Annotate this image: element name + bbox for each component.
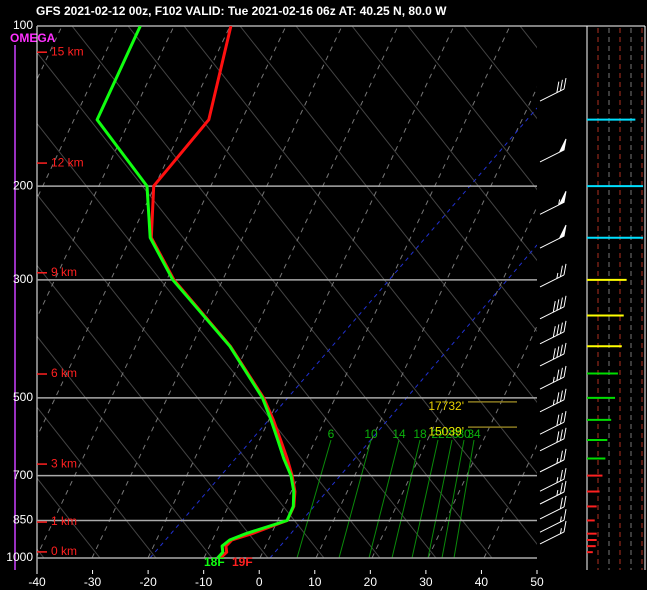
isotherm [483,444,537,558]
mixing-ratio-line [411,439,439,558]
x-tick-label: -10 [195,575,213,589]
mixing-ratio-line [368,439,400,558]
dry-adiabat [407,26,537,191]
height-label: 9 km [51,265,77,279]
dry-adiabat [37,51,437,558]
dry-adiabat [37,122,381,558]
wind-barb [539,480,567,505]
x-tick-label: 30 [419,575,433,589]
x-tick-label: -40 [28,575,46,589]
surface-label: 18F [204,555,225,569]
isotherm [315,86,537,558]
wind-barb [539,263,567,288]
y-tick-label: 300 [13,272,33,286]
wind-barb [539,520,567,545]
wind-barb [539,448,567,473]
dry-adiabat [239,26,537,404]
y-tick-label: 850 [13,513,33,527]
dry-adiabat [37,335,213,558]
mixing-ratio-label: 30 [457,427,471,441]
dry-adiabat [127,26,537,545]
x-tick-label: 10 [308,575,322,589]
mixing-ratio-label: 26 [445,427,459,441]
isotherm [371,205,537,558]
mixing-ratio-label: 22 [431,427,445,441]
wind-barb [539,468,567,492]
mixing-ratio-line [441,439,465,558]
mixing-ratio-line [391,439,421,558]
dry-adiabat [183,26,537,474]
height-label: 0 km [51,544,77,558]
dry-adiabat [351,26,537,262]
x-tick-label: -20 [139,575,157,589]
mixing-ratio-label: 14 [392,427,406,441]
y-tick-label: 100 [13,18,33,32]
wind-barb [539,138,567,163]
height-label: 3 km [51,456,77,470]
isotherm [147,26,399,558]
wind-barb [539,191,567,215]
dry-adiabat [463,26,537,120]
isotherm [91,26,343,558]
isotherm-blue [149,107,537,558]
wind-barb [539,411,567,435]
mixing-ratio-line [453,439,475,558]
wind-barb [539,342,567,367]
y-tick-label: 1000 [6,550,33,564]
surface-label: 19F [232,555,253,569]
mixing-ratio-line [338,439,372,558]
x-tick-label: 0 [256,575,263,589]
dry-adiabat [37,193,325,558]
annotation: 17732' [428,399,464,413]
isotherm [259,26,511,558]
x-tick-label: 20 [364,575,378,589]
height-label: 12 km [51,155,84,169]
isotherm [37,26,287,558]
isotherm [37,26,231,438]
wind-barb [539,495,567,520]
dry-adiabat [37,264,269,558]
wind-barb [539,427,567,452]
panel-dashes [597,28,643,570]
profile-line [95,26,296,558]
x-tick-label: -30 [84,575,102,589]
height-label: 6 km [51,366,77,380]
y-tick-label: 200 [13,178,33,192]
wind-barb [539,320,567,345]
wind-barb [539,388,567,413]
mixing-ratio-label: 10 [364,427,378,441]
mixing-ratio-label: 18 [413,427,427,441]
y-tick-label: 700 [13,468,33,482]
y-tick-label: 500 [13,390,33,404]
mixing-ratio-label: 6 [328,427,335,441]
chart-title: GFS 2021-02-12 00z, F102 VALID: Tue 2021… [36,4,447,18]
wind-barb [539,509,567,533]
wind-barb [539,365,567,390]
omega-label: OMEGA [10,31,56,45]
wind-barb [539,224,567,249]
mixing-ratio-line [427,439,453,558]
height-label: 1 km [51,514,77,528]
mixing-ratio-label: 34 [467,427,481,441]
x-tick-label: 40 [475,575,489,589]
isotherm [203,26,455,558]
background-lines [0,26,537,558]
isotherm [0,26,6,558]
mixing-ratio-line [296,439,332,558]
isotherm [427,324,537,558]
wind-barb [539,295,567,320]
height-label: 15 km [51,44,84,58]
dry-adiabat [295,26,537,333]
wind-barb [539,77,567,102]
dry-adiabat [71,26,493,558]
isotherm [37,26,175,319]
x-tick-label: 50 [530,575,544,589]
dry-adiabat [519,26,537,49]
annotation: 15039' [428,424,464,438]
dry-adiabat [37,406,157,558]
